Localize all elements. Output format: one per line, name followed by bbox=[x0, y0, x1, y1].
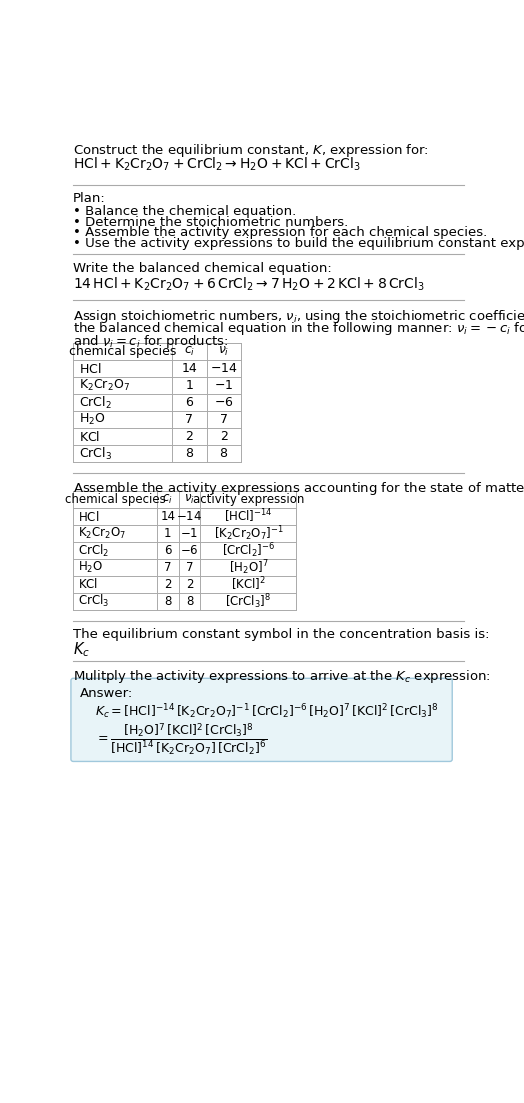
Text: $-6$: $-6$ bbox=[214, 396, 233, 409]
Text: $14\,\mathrm{HCl + K_2Cr_2O_7 + 6\,CrCl_2 \rightarrow 7\,H_2O + 2\,KCl + 8\,CrCl: $14\,\mathrm{HCl + K_2Cr_2O_7 + 6\,CrCl_… bbox=[73, 276, 425, 293]
Text: $[\mathrm{KCl}]^{2}$: $[\mathrm{KCl}]^{2}$ bbox=[231, 576, 266, 593]
Text: $\nu_i$: $\nu_i$ bbox=[218, 345, 230, 358]
Text: 8: 8 bbox=[185, 447, 193, 460]
Text: $[\mathrm{K_2Cr_2O_7}]^{-1}$: $[\mathrm{K_2Cr_2O_7}]^{-1}$ bbox=[213, 524, 283, 543]
Text: $c_i$: $c_i$ bbox=[162, 493, 173, 506]
Text: $-14$: $-14$ bbox=[177, 510, 203, 523]
Text: $= \dfrac{[\mathrm{H_2O}]^{7}\,[\mathrm{KCl}]^{2}\,[\mathrm{CrCl_3}]^{8}}{[\math: $= \dfrac{[\mathrm{H_2O}]^{7}\,[\mathrm{… bbox=[95, 720, 267, 757]
Text: 7: 7 bbox=[185, 561, 193, 574]
Text: 8: 8 bbox=[164, 595, 171, 608]
Text: 8: 8 bbox=[186, 595, 193, 608]
Text: $[\mathrm{CrCl_3}]^{8}$: $[\mathrm{CrCl_3}]^{8}$ bbox=[225, 592, 271, 611]
Text: 7: 7 bbox=[164, 561, 171, 574]
Text: 2: 2 bbox=[164, 578, 171, 591]
Text: 7: 7 bbox=[185, 413, 193, 426]
Text: 1: 1 bbox=[185, 379, 193, 393]
Text: $\mathrm{HCl + K_2Cr_2O_7 + CrCl_2 \rightarrow H_2O + KCl + CrCl_3}$: $\mathrm{HCl + K_2Cr_2O_7 + CrCl_2 \righ… bbox=[73, 156, 361, 173]
Text: 6: 6 bbox=[185, 396, 193, 409]
Text: $\nu_i$: $\nu_i$ bbox=[184, 493, 195, 506]
Text: $K_c$: $K_c$ bbox=[73, 641, 90, 660]
Text: • Balance the chemical equation.: • Balance the chemical equation. bbox=[73, 205, 297, 217]
Text: 2: 2 bbox=[185, 578, 193, 591]
Text: 1: 1 bbox=[164, 527, 171, 540]
Text: $\mathrm{K_2Cr_2O_7}$: $\mathrm{K_2Cr_2O_7}$ bbox=[79, 378, 129, 394]
Text: $-6$: $-6$ bbox=[180, 544, 199, 557]
Text: $\mathrm{CrCl_2}$: $\mathrm{CrCl_2}$ bbox=[78, 543, 109, 558]
Text: 6: 6 bbox=[164, 544, 171, 557]
Text: 8: 8 bbox=[220, 447, 227, 460]
Text: 2: 2 bbox=[220, 430, 227, 443]
Text: $\mathrm{HCl}$: $\mathrm{HCl}$ bbox=[78, 510, 99, 524]
Text: $\mathrm{HCl}$: $\mathrm{HCl}$ bbox=[79, 362, 101, 376]
Text: Answer:: Answer: bbox=[80, 687, 133, 699]
Text: and $\nu_i = c_i$ for products:: and $\nu_i = c_i$ for products: bbox=[73, 333, 229, 350]
Text: Assign stoichiometric numbers, $\nu_i$, using the stoichiometric coefficients, $: Assign stoichiometric numbers, $\nu_i$, … bbox=[73, 308, 524, 325]
Text: • Assemble the activity expression for each chemical species.: • Assemble the activity expression for e… bbox=[73, 226, 487, 239]
Text: $-14$: $-14$ bbox=[210, 362, 237, 375]
Text: 14: 14 bbox=[182, 362, 198, 375]
Text: 2: 2 bbox=[185, 430, 193, 443]
Text: $-1$: $-1$ bbox=[214, 379, 233, 393]
Text: 14: 14 bbox=[160, 510, 176, 523]
Text: activity expression: activity expression bbox=[193, 493, 304, 506]
Text: $\mathrm{CrCl_3}$: $\mathrm{CrCl_3}$ bbox=[79, 446, 112, 461]
Text: $\mathrm{H_2O}$: $\mathrm{H_2O}$ bbox=[79, 413, 105, 427]
Text: $[\mathrm{CrCl_2}]^{-6}$: $[\mathrm{CrCl_2}]^{-6}$ bbox=[222, 542, 275, 560]
Text: 7: 7 bbox=[220, 413, 227, 426]
Text: Plan:: Plan: bbox=[73, 192, 106, 205]
Text: $c_i$: $c_i$ bbox=[184, 345, 195, 358]
Text: the balanced chemical equation in the following manner: $\nu_i = -c_i$ for react: the balanced chemical equation in the fo… bbox=[73, 320, 524, 338]
Text: The equilibrium constant symbol in the concentration basis is:: The equilibrium constant symbol in the c… bbox=[73, 629, 490, 641]
Text: $\mathrm{K_2Cr_2O_7}$: $\mathrm{K_2Cr_2O_7}$ bbox=[78, 526, 126, 542]
Text: $\mathrm{H_2O}$: $\mathrm{H_2O}$ bbox=[78, 560, 103, 575]
Text: $\mathrm{KCl}$: $\mathrm{KCl}$ bbox=[79, 429, 100, 443]
Text: • Use the activity expressions to build the equilibrium constant expression.: • Use the activity expressions to build … bbox=[73, 237, 524, 250]
Text: $\mathrm{CrCl_3}$: $\mathrm{CrCl_3}$ bbox=[78, 593, 109, 609]
Text: chemical species: chemical species bbox=[69, 345, 177, 358]
Text: Write the balanced chemical equation:: Write the balanced chemical equation: bbox=[73, 261, 332, 275]
FancyBboxPatch shape bbox=[71, 678, 452, 761]
Text: $[\mathrm{HCl}]^{-14}$: $[\mathrm{HCl}]^{-14}$ bbox=[224, 507, 272, 525]
Text: • Determine the stoichiometric numbers.: • Determine the stoichiometric numbers. bbox=[73, 215, 348, 228]
Text: $\mathrm{CrCl_2}$: $\mathrm{CrCl_2}$ bbox=[79, 395, 112, 410]
Text: $K_c = [\mathrm{HCl}]^{-14}\,[\mathrm{K_2Cr_2O_7}]^{-1}\,[\mathrm{CrCl_2}]^{-6}\: $K_c = [\mathrm{HCl}]^{-14}\,[\mathrm{K_… bbox=[95, 703, 439, 721]
Text: $[\mathrm{H_2O}]^{7}$: $[\mathrm{H_2O}]^{7}$ bbox=[228, 558, 268, 577]
Text: Assemble the activity expressions accounting for the state of matter and $\nu_i$: Assemble the activity expressions accoun… bbox=[73, 481, 524, 497]
Text: $-1$: $-1$ bbox=[180, 527, 199, 540]
Text: Mulitply the activity expressions to arrive at the $K_c$ expression:: Mulitply the activity expressions to arr… bbox=[73, 668, 491, 685]
Text: $\mathrm{KCl}$: $\mathrm{KCl}$ bbox=[78, 577, 98, 591]
Text: chemical species: chemical species bbox=[65, 493, 166, 506]
Text: Construct the equilibrium constant, $K$, expression for:: Construct the equilibrium constant, $K$,… bbox=[73, 141, 429, 159]
